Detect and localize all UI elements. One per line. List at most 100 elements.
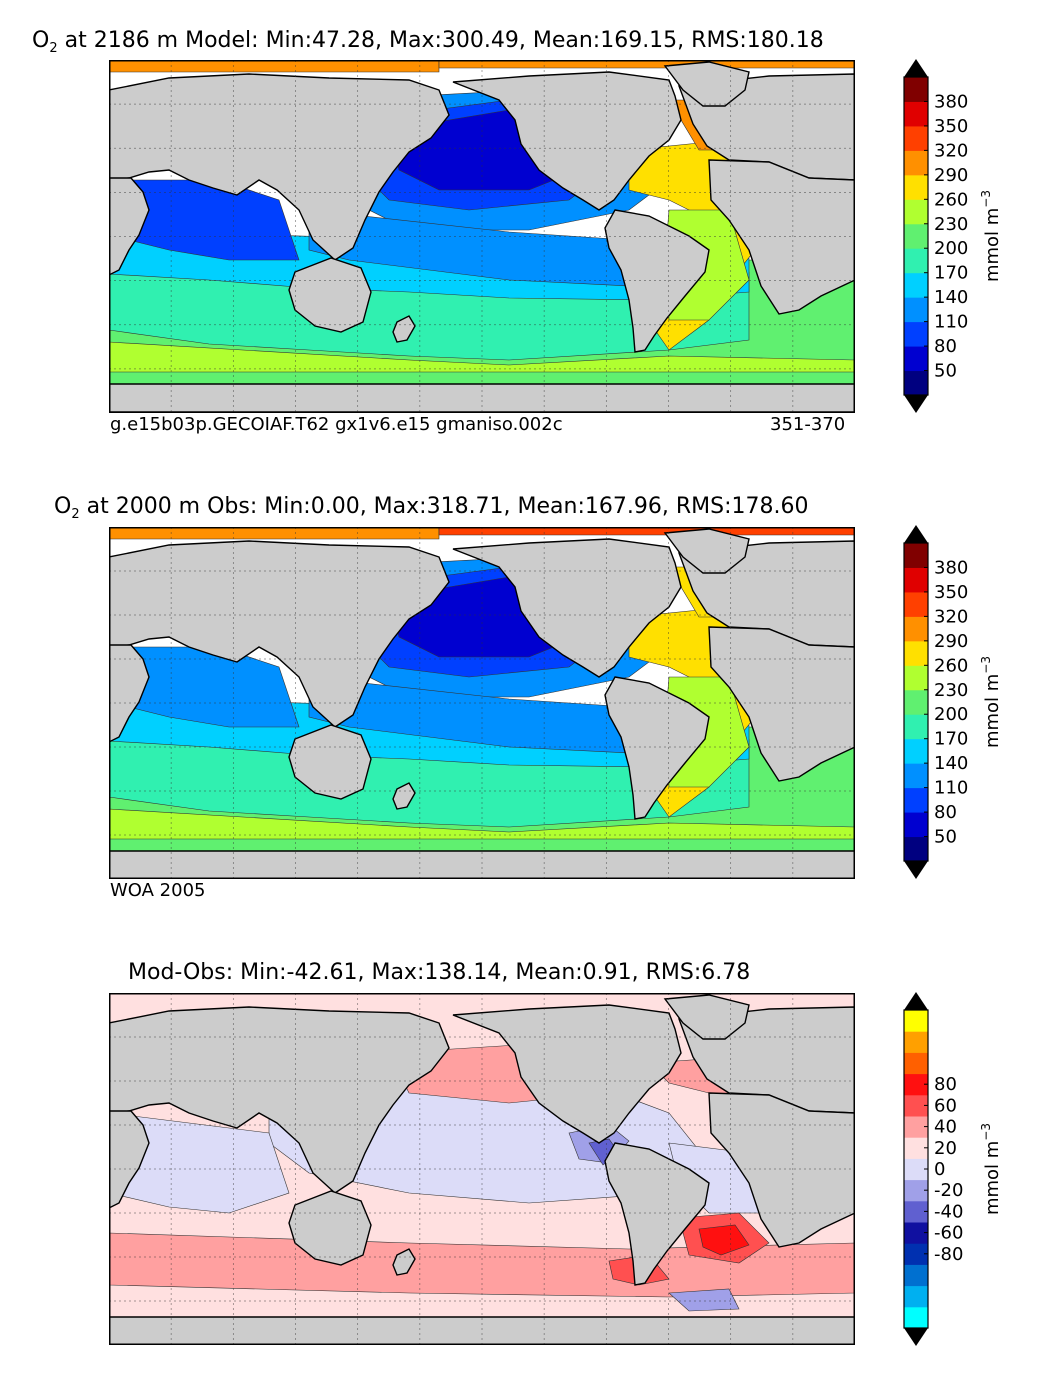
colorbar-tick-label: 200 xyxy=(934,704,968,725)
land-antarc xyxy=(109,850,855,879)
colorbar-segment xyxy=(904,1094,928,1117)
contour-band xyxy=(438,527,855,536)
land-austr xyxy=(288,257,372,333)
colorbar-tick-label: 110 xyxy=(934,312,968,333)
colorbar-extend-bottom xyxy=(904,395,928,413)
colorbar-tick-label: -20 xyxy=(934,1180,963,1201)
colorbar-outline xyxy=(903,76,929,396)
land-asia xyxy=(109,540,450,728)
panel-3-map xyxy=(109,993,855,1345)
map-frame xyxy=(109,993,855,1345)
colorbar-tick-label: 50 xyxy=(934,827,957,848)
colorbar-tick-label: 110 xyxy=(934,778,968,799)
colorbar-segment xyxy=(904,174,928,200)
land-africa xyxy=(708,1092,855,1248)
colorbar-tick-label: 50 xyxy=(934,361,957,382)
colorbar-tick-label: 80 xyxy=(934,336,957,357)
land-africaW xyxy=(109,1110,150,1209)
colorbar-segment xyxy=(904,101,928,127)
land-nAmer xyxy=(452,71,682,211)
colorbar-segment xyxy=(904,125,928,151)
panel-1-map xyxy=(109,60,855,413)
colorbar-extend-top xyxy=(904,992,928,1010)
colorbar-tick-label: 20 xyxy=(934,1138,957,1159)
colorbar-extend-bottom xyxy=(904,861,928,879)
colorbar-segment xyxy=(904,77,928,102)
colorbar-segment xyxy=(904,763,928,789)
contour-band xyxy=(109,60,440,73)
land-nz xyxy=(392,782,416,810)
land-africa xyxy=(708,159,855,315)
panel-1-title-stats: at 2186 m Model: Min:47.28, Max:300.49, … xyxy=(57,28,824,53)
land-asia xyxy=(109,1006,450,1194)
land-sAmer xyxy=(604,676,710,820)
colorbar-segment xyxy=(904,1306,928,1329)
colorbar-segment xyxy=(904,738,928,764)
colorbar-tick-label: 140 xyxy=(934,287,968,308)
colorbar-segment xyxy=(904,1200,928,1223)
colorbar-tick-label: 260 xyxy=(934,189,968,210)
land-nz xyxy=(392,1248,416,1276)
colorbar-segment xyxy=(904,1073,928,1096)
panel-2-colorbar: 380 350 320 290 260 230 200 170 140 110 80 50 mmol m… xyxy=(903,525,1003,879)
panel-1-title: O2 at 2186 m Model: Min:47.28, Max:300.4… xyxy=(32,28,824,56)
colorbar-tick-label: -60 xyxy=(934,1223,963,1244)
panel-2-title-subscript: 2 xyxy=(71,507,80,522)
colorbar-tick-label: 140 xyxy=(934,753,968,774)
contour-band xyxy=(438,60,855,69)
colorbar-tick-label: -80 xyxy=(934,1244,963,1265)
colorbar-segment xyxy=(904,1158,928,1181)
graticule xyxy=(109,60,855,413)
colorbar-segment xyxy=(904,1285,928,1308)
colorbar-tick-label: 230 xyxy=(934,214,968,235)
colorbar-segment xyxy=(904,665,928,691)
panel-2-source: WOA 2005 xyxy=(110,880,206,901)
colorbar-segment xyxy=(904,248,928,274)
colorbar-segment xyxy=(904,370,928,396)
colorbar-segment xyxy=(904,150,928,176)
colorbar-tick-label: 290 xyxy=(934,165,968,186)
land-nz xyxy=(392,315,416,343)
colorbar-segment xyxy=(904,1264,928,1287)
land-africaW xyxy=(109,177,150,276)
land-austr xyxy=(288,1190,372,1266)
land-green xyxy=(663,61,750,107)
colorbar-extend-bottom xyxy=(904,1328,928,1346)
panel-2-map xyxy=(109,527,855,879)
colorbar-segment xyxy=(904,223,928,249)
colorbar-tick-label: 80 xyxy=(934,1074,957,1095)
graticule xyxy=(109,527,855,879)
colorbar-units-label: mmol m−3 xyxy=(979,190,1003,282)
land-asia xyxy=(109,73,450,261)
colorbar-segment xyxy=(904,1010,928,1032)
land-nAmer xyxy=(452,1004,682,1144)
colorbar-tick-label: 260 xyxy=(934,655,968,676)
contour-band xyxy=(698,1224,750,1256)
colorbar-extend-top xyxy=(904,525,928,543)
colorbar-tick-label: 380 xyxy=(934,91,968,112)
panel-2-title-species: O xyxy=(54,494,72,519)
colorbar-segment xyxy=(904,616,928,642)
panel-1-run-id: g.e15b03p.GECOIAF.T62 gx1v6.e15 gmaniso.… xyxy=(110,414,563,435)
colorbar-segment xyxy=(904,1137,928,1159)
colorbar-tick-label: 380 xyxy=(934,557,968,578)
colorbar-units-label: mmol m−3 xyxy=(979,656,1003,748)
colorbar-tick-label: 230 xyxy=(934,680,968,701)
colorbar-segment xyxy=(904,1222,928,1244)
colorbar-segment xyxy=(904,1243,928,1265)
colorbar-outline xyxy=(903,542,929,862)
colorbar-segment xyxy=(904,567,928,593)
colorbar-segment xyxy=(904,714,928,740)
panel-1-title-subscript: 2 xyxy=(49,41,58,56)
land xyxy=(109,528,855,879)
colorbar-segment xyxy=(904,689,928,715)
colorbar-segment xyxy=(904,346,928,372)
land-green xyxy=(663,528,750,574)
colorbar-tick-label: 170 xyxy=(934,729,968,750)
map-frame xyxy=(109,60,855,413)
colorbar-segment xyxy=(904,1052,928,1075)
colorbar-segment xyxy=(904,640,928,666)
colorbar-segment xyxy=(904,1179,928,1202)
panel-1-colorbar: 380 350 320 290 260 230 200 170 140 110 80 50 mmol m… xyxy=(903,59,1003,413)
